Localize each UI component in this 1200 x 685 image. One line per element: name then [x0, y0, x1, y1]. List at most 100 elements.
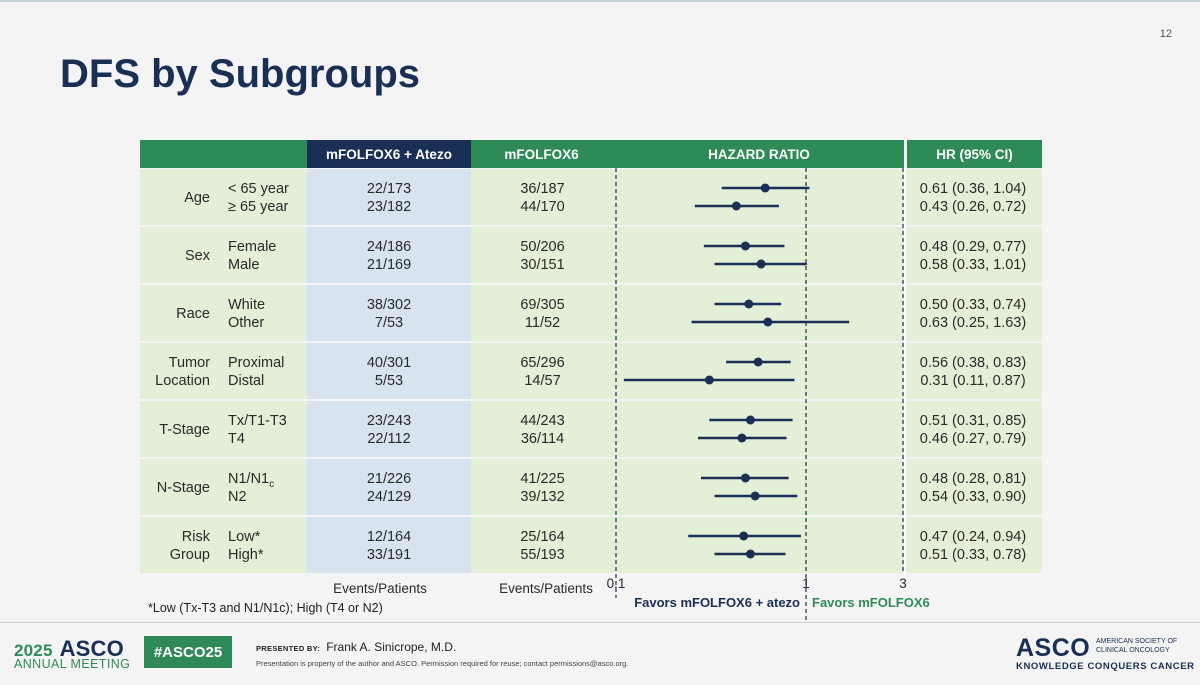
group-name: Sex [185, 248, 211, 264]
forest-plot-table: mFOLFOX6 + Atezo mFOLFOX6 HAZARD RATIO HR (… [140, 140, 1042, 622]
subgroup-label: ≥ 65 year [228, 199, 289, 215]
hr-point [750, 491, 760, 501]
hr-ci-value: 0.43 (0.26, 0.72) [920, 199, 1026, 215]
x-tick-label: 0.1 [607, 576, 626, 591]
hr-point [740, 473, 750, 483]
meeting-subtitle: ANNUAL MEETING [14, 657, 131, 671]
control-events: 44/243 [520, 413, 564, 429]
group-row-bg [140, 343, 1042, 399]
control-events: 14/57 [524, 373, 560, 389]
slide-number: 12 [1159, 28, 1172, 40]
subgroup-label: T4 [228, 431, 245, 447]
atezo-cell-bg [307, 459, 471, 515]
hr-point [760, 183, 770, 193]
hr-point [744, 299, 754, 309]
group-name: Race [176, 306, 210, 322]
header-hr-ci: HR (95% CI) [936, 147, 1013, 162]
atezo-events: 33/191 [367, 547, 411, 563]
control-events: 69/305 [520, 297, 564, 313]
atezo-events: 23/243 [367, 413, 411, 429]
atezo-events: 22/112 [367, 431, 410, 447]
control-column-footer: Events/Patients [499, 581, 593, 596]
x-tick-label: 3 [899, 576, 907, 591]
group-name: T-Stage [159, 422, 210, 438]
hr-point [763, 317, 773, 327]
group-name-line1: Risk [182, 529, 211, 545]
atezo-events: 23/182 [367, 199, 411, 215]
atezo-cell-bg [307, 285, 471, 341]
footer-divider [0, 622, 1200, 623]
x-tick-label: 1 [802, 576, 810, 591]
group-name: Age [184, 190, 210, 206]
header-cell-atezo [307, 140, 471, 168]
group-name-line1: Tumor [169, 355, 211, 371]
header-cell-group [140, 140, 307, 168]
group-name: N-Stage [157, 480, 210, 496]
control-events: 36/187 [520, 181, 564, 197]
atezo-cell-bg [307, 343, 471, 399]
hr-ci-value: 0.48 (0.28, 0.81) [920, 471, 1026, 487]
hr-ci-value: 0.58 (0.33, 1.01) [920, 257, 1026, 273]
control-events: 39/132 [520, 489, 564, 505]
hr-ci-value: 0.48 (0.29, 0.77) [920, 239, 1026, 255]
atezo-events: 40/301 [367, 355, 411, 371]
hr-point [704, 375, 714, 385]
hr-point [753, 357, 763, 367]
atezo-events: 21/226 [367, 471, 411, 487]
header-control: mFOLFOX6 [504, 147, 579, 162]
group-row-bg [140, 227, 1042, 283]
header-atezo: mFOLFOX6 + Atezo [326, 147, 452, 162]
subgroup-label: Male [228, 257, 259, 273]
header-hazard-ratio: HAZARD RATIO [708, 147, 810, 162]
control-events: 65/296 [520, 355, 564, 371]
subgroup-label: Other [228, 315, 264, 331]
group-row-bg [140, 459, 1042, 515]
hr-point [745, 415, 755, 425]
hr-ci-value: 0.50 (0.33, 0.74) [920, 297, 1026, 313]
subgroup-label: Distal [228, 373, 264, 389]
favors-left-label: Favors mFOLFOX6 + atezo [634, 595, 800, 610]
subgroup-label: Proximal [228, 355, 284, 371]
group-name-line2: Group [170, 547, 210, 563]
hr-ci-value: 0.51 (0.31, 0.85) [920, 413, 1026, 429]
asco-tagline: KNOWLEDGE CONQUERS CANCER [1016, 661, 1195, 672]
hr-ci-value: 0.54 (0.33, 0.90) [920, 489, 1026, 505]
control-events: 50/206 [520, 239, 564, 255]
presented-label: PRESENTED BY: [256, 644, 321, 653]
subgroup-label: N2 [228, 489, 247, 505]
atezo-cell-bg [307, 517, 471, 573]
atezo-events: 5/53 [375, 373, 403, 389]
hr-point [737, 433, 747, 443]
group-row-bg [140, 169, 1042, 225]
subgroup-label: High* [228, 547, 264, 563]
control-events: 11/52 [525, 315, 560, 331]
hr-ci-value: 0.46 (0.27, 0.79) [920, 431, 1026, 447]
hr-point [739, 531, 749, 541]
control-events: 30/151 [520, 257, 564, 273]
hr-point [756, 259, 766, 269]
disclaimer: Presentation is property of the author a… [256, 659, 629, 668]
asco-society-name: AMERICAN SOCIETY OF CLINICAL ONCOLOGY [1096, 638, 1178, 654]
atezo-events: 12/164 [367, 529, 411, 545]
atezo-events: 38/302 [367, 297, 411, 313]
group-row-bg [140, 285, 1042, 341]
hr-ci-value: 0.31 (0.11, 0.87) [920, 373, 1025, 389]
meeting-logo: 2025 ASCO [14, 636, 124, 662]
hr-ci-value: 0.63 (0.25, 1.63) [920, 315, 1026, 331]
atezo-events: 22/173 [367, 181, 411, 197]
group-row-bg [140, 401, 1042, 457]
hr-ci-value: 0.56 (0.38, 0.83) [920, 355, 1026, 371]
hr-point [740, 241, 750, 251]
control-events: 44/170 [520, 199, 564, 215]
subgroup-subscript: c [269, 479, 274, 490]
atezo-events: 7/53 [375, 315, 403, 331]
atezo-cell-bg [307, 401, 471, 457]
subgroup-label: < 65 year [228, 181, 289, 197]
atezo-events: 24/186 [367, 239, 411, 255]
subgroup-label: Tx/T1-T3 [228, 413, 287, 429]
control-events: 55/193 [520, 547, 564, 563]
footnote: *Low (Tx-T3 and N1/N1c); High (T4 or N2) [148, 601, 383, 615]
slide-title: DFS by Subgroups [60, 52, 420, 96]
top-rule [0, 0, 1200, 2]
atezo-events: 24/129 [367, 489, 411, 505]
